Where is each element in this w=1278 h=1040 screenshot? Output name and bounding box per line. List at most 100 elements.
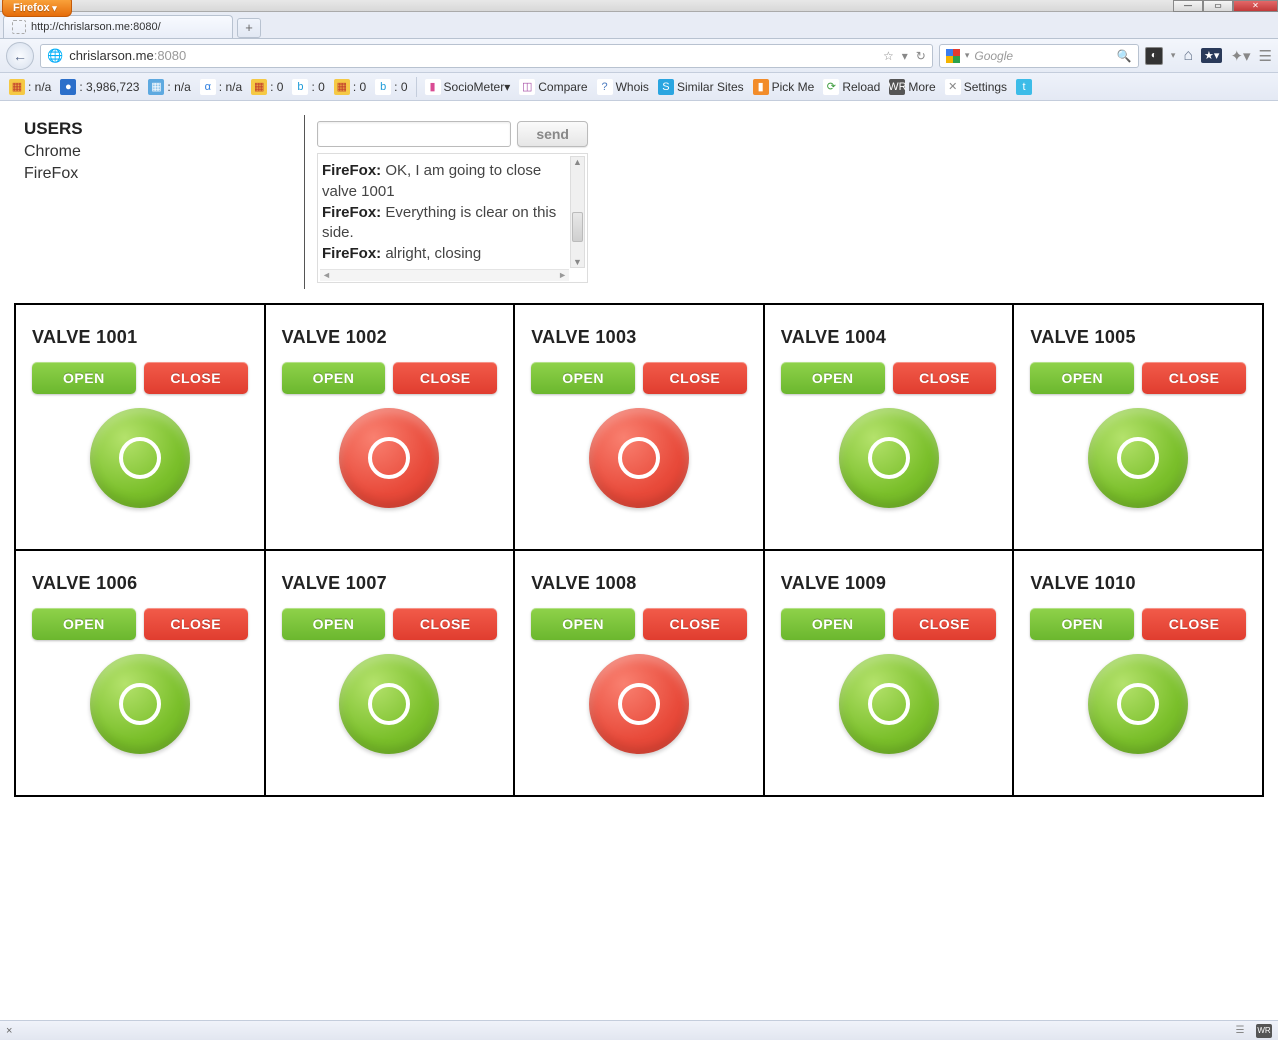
maximize-button[interactable]: ▭ <box>1203 0 1233 12</box>
search-box[interactable]: ▾ Google 🔍 <box>939 44 1139 68</box>
back-button[interactable]: ← <box>6 42 34 70</box>
valve-title: VALVE 1004 <box>781 327 997 348</box>
bookmark-item[interactable]: ⟳Reload <box>820 77 883 97</box>
valve-status-indicator <box>839 408 939 508</box>
open-button[interactable]: OPEN <box>1030 362 1134 394</box>
bookmark-item[interactable]: ✕Settings <box>942 77 1010 97</box>
bookmark-item[interactable]: α: n/a <box>197 77 245 97</box>
bookmark-star-icon[interactable]: ☆ <box>883 49 894 63</box>
status-ring-icon <box>1117 683 1159 725</box>
valve-grid: VALVE 1001OPENCLOSEVALVE 1002OPENCLOSEVA… <box>14 303 1264 797</box>
reload-icon[interactable]: ↻ <box>916 49 926 63</box>
open-button[interactable]: OPEN <box>781 608 885 640</box>
bookmark-item[interactable]: b: 0 <box>289 77 327 97</box>
close-button[interactable]: CLOSE <box>1142 608 1246 640</box>
bookmark-label: : n/a <box>28 80 51 94</box>
globe-icon: 🌐 <box>47 48 63 64</box>
valve-cell: VALVE 1003 OPENCLOSE <box>514 304 764 550</box>
bookmark-item[interactable]: ▦: 0 <box>331 77 369 97</box>
chat-input[interactable] <box>317 121 511 147</box>
status-ring-icon <box>1117 437 1159 479</box>
bookmark-item[interactable]: ●: 3,986,723 <box>57 77 142 97</box>
bookmark-item[interactable]: ▮Pick Me <box>750 77 818 97</box>
close-button[interactable]: CLOSE <box>144 362 248 394</box>
url-bar[interactable]: 🌐 chrislarson.me:8080 ☆ ▾ ↻ <box>40 44 933 68</box>
valve-cell: VALVE 1006OPENCLOSE <box>15 550 265 796</box>
bookmark-item[interactable]: t <box>1013 77 1035 97</box>
bookmark-label: : 0 <box>353 80 366 94</box>
browser-tab[interactable]: http://chrislarson.me:8080/ <box>3 15 233 38</box>
bookmark-item[interactable]: ▦: n/a <box>145 77 193 97</box>
status-close-icon[interactable]: × <box>6 1025 12 1037</box>
dropdown-icon[interactable]: ▾ <box>965 50 970 61</box>
valve-title: VALVE 1005 <box>1030 327 1246 348</box>
layers-icon[interactable]: ☰ <box>1259 47 1272 65</box>
close-button[interactable]: CLOSE <box>643 362 747 394</box>
bookmark-item[interactable]: ▮SocioMeter▾ <box>422 77 514 97</box>
bookmark-item[interactable]: ?Whois <box>594 77 652 97</box>
bookmark-icon: ▦ <box>251 79 267 95</box>
dropdown-icon[interactable]: ▾ <box>902 49 908 63</box>
open-button[interactable]: OPEN <box>531 362 635 394</box>
open-button[interactable]: OPEN <box>531 608 635 640</box>
search-icon[interactable]: 🔍 <box>1117 49 1132 63</box>
bookmark-item[interactable]: ◫Compare <box>516 77 590 97</box>
page-content: USERS Chrome FireFox send Go ahead and c… <box>0 101 1278 811</box>
home-icon[interactable]: ⌂ <box>1183 47 1193 65</box>
valve-button-row: OPENCLOSE <box>282 608 498 640</box>
bookmark-item[interactable]: SSimilar Sites <box>655 77 747 97</box>
valve-button-row: OPENCLOSE <box>531 608 747 640</box>
close-button[interactable]: CLOSE <box>393 362 497 394</box>
open-button[interactable]: OPEN <box>32 362 136 394</box>
scroll-thumb[interactable] <box>572 212 583 242</box>
send-button[interactable]: send <box>517 121 588 147</box>
valve-cell: VALVE 1001OPENCLOSE <box>15 304 265 550</box>
bookmark-label: : n/a <box>167 80 190 94</box>
bookmark-item[interactable]: b: 0 <box>372 77 410 97</box>
open-button[interactable]: OPEN <box>781 362 885 394</box>
wr-icon[interactable]: WR <box>1256 1024 1272 1038</box>
status-ring-icon <box>868 683 910 725</box>
open-button[interactable]: OPEN <box>32 608 136 640</box>
valve-title: VALVE 1003 <box>531 327 747 348</box>
bookmark-item[interactable]: ▦: 0 <box>248 77 286 97</box>
minimize-button[interactable]: — <box>1173 0 1203 12</box>
close-button[interactable]: CLOSE <box>1142 362 1246 394</box>
valve-status-indicator <box>839 654 939 754</box>
close-window-button[interactable]: ✕ <box>1233 0 1278 12</box>
valve-cell: VALVE 1009OPENCLOSE <box>764 550 1014 796</box>
open-button[interactable]: OPEN <box>1030 608 1134 640</box>
open-button[interactable]: OPEN <box>282 362 386 394</box>
close-button[interactable]: CLOSE <box>393 608 497 640</box>
addon-icon[interactable]: ✦▾ <box>1230 47 1250 65</box>
bookmark-icon: ▮ <box>425 79 441 95</box>
firefox-menu-button[interactable]: Firefox <box>2 0 72 17</box>
bookmark-item[interactable]: ▦: n/a <box>6 77 54 97</box>
open-button[interactable]: OPEN <box>282 608 386 640</box>
chat-message: FireFox: alright, closing <box>322 244 569 264</box>
layers-icon[interactable]: ☰ <box>1232 1024 1248 1038</box>
close-button[interactable]: CLOSE <box>893 362 997 394</box>
user-item: Chrome <box>24 141 294 163</box>
close-button[interactable]: CLOSE <box>643 608 747 640</box>
close-button[interactable]: CLOSE <box>144 608 248 640</box>
bookmark-item[interactable]: WRMore <box>886 77 938 97</box>
bookmarks-menu-button[interactable]: ★▾ <box>1201 48 1222 63</box>
scrollbar-horizontal[interactable] <box>320 269 569 281</box>
scrollbar-vertical[interactable] <box>570 156 585 268</box>
chat-log: Go ahead and close it.FireFox: OK, I am … <box>317 153 588 283</box>
chat-panel: send Go ahead and close it.FireFox: OK, … <box>304 115 588 289</box>
addon-icon[interactable]: ◐ <box>1145 47 1163 65</box>
close-button[interactable]: CLOSE <box>893 608 997 640</box>
valve-button-row: OPENCLOSE <box>1030 362 1246 394</box>
valve-status-indicator <box>1088 408 1188 508</box>
bookmark-icon: b <box>292 79 308 95</box>
valve-cell: VALVE 1004 OPENCLOSE <box>764 304 1014 550</box>
bookmark-icon: ⟳ <box>823 79 839 95</box>
status-ring-icon <box>119 683 161 725</box>
bookmark-icon: b <box>375 79 391 95</box>
new-tab-button[interactable]: + <box>237 18 261 38</box>
bookmark-icon: S <box>658 79 674 95</box>
chat-message-from: FireFox: <box>322 162 385 179</box>
chat-message-text: alright, closing <box>385 245 481 262</box>
